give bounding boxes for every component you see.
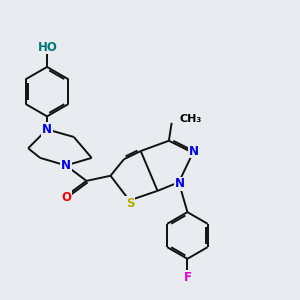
Text: O: O xyxy=(61,191,71,204)
Text: N: N xyxy=(61,159,71,172)
Text: N: N xyxy=(175,178,184,190)
Text: HO: HO xyxy=(38,40,58,53)
Text: S: S xyxy=(126,197,134,210)
Text: CH₃: CH₃ xyxy=(179,115,201,124)
Text: N: N xyxy=(42,123,52,136)
Text: F: F xyxy=(183,271,191,284)
Text: N: N xyxy=(189,145,199,158)
